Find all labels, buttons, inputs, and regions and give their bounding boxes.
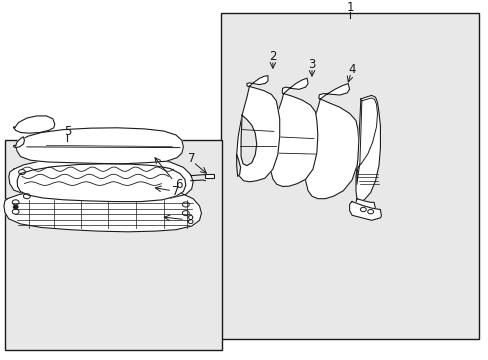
Text: 1: 1 — [346, 1, 353, 14]
Polygon shape — [355, 199, 375, 216]
Polygon shape — [14, 137, 24, 148]
Polygon shape — [14, 116, 55, 133]
Polygon shape — [236, 155, 240, 176]
Polygon shape — [236, 86, 279, 182]
Polygon shape — [318, 84, 349, 99]
Polygon shape — [9, 158, 193, 200]
Bar — [205, 174, 214, 178]
Polygon shape — [17, 164, 185, 202]
Text: 4: 4 — [347, 63, 355, 76]
Text: 6: 6 — [174, 178, 182, 191]
Polygon shape — [282, 78, 307, 94]
Circle shape — [13, 205, 18, 209]
Polygon shape — [355, 95, 380, 202]
Text: 2: 2 — [268, 50, 276, 63]
Bar — [5, 140, 222, 350]
Text: 7: 7 — [187, 152, 195, 165]
Text: 5: 5 — [63, 125, 71, 138]
Text: 8: 8 — [185, 214, 193, 227]
Bar — [221, 13, 478, 339]
Polygon shape — [4, 187, 201, 232]
Polygon shape — [270, 94, 317, 186]
Polygon shape — [305, 99, 358, 199]
Polygon shape — [16, 128, 183, 164]
Text: 3: 3 — [307, 58, 315, 71]
Polygon shape — [246, 76, 267, 86]
Polygon shape — [241, 115, 256, 166]
Polygon shape — [349, 202, 381, 220]
Text: 7: 7 — [172, 185, 180, 198]
